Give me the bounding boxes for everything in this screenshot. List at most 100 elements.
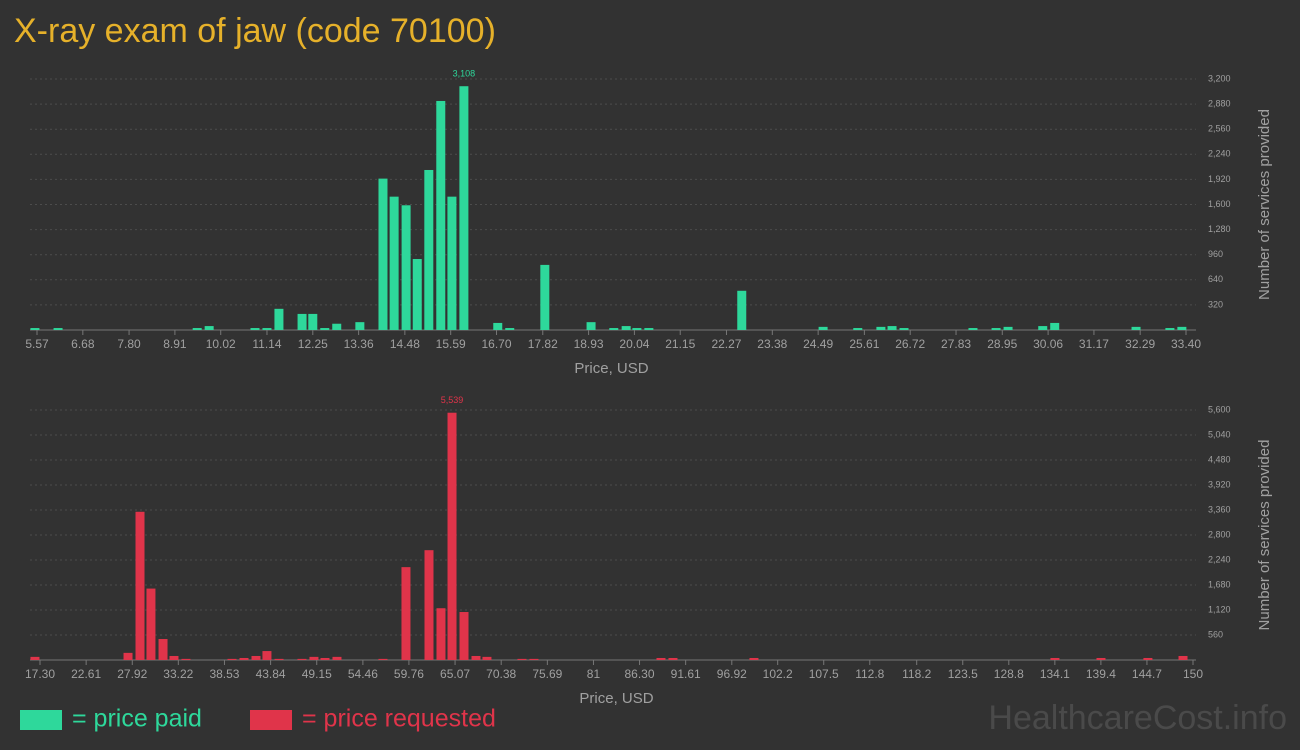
legend-label: = price paid xyxy=(72,705,202,733)
x-tick-label: 15.59 xyxy=(436,337,466,351)
x-tick-label: 20.04 xyxy=(619,337,649,351)
bar xyxy=(1165,328,1175,330)
x-axis-label: Price, USD xyxy=(574,360,648,377)
bar xyxy=(401,205,411,330)
x-tick-label: 54.46 xyxy=(348,667,378,681)
bar xyxy=(447,196,457,330)
y-tick-label: 1,600 xyxy=(1208,199,1231,209)
y-tick-label: 2,880 xyxy=(1208,98,1231,108)
x-tick-label: 22.61 xyxy=(71,667,101,681)
bar xyxy=(412,259,422,330)
bar xyxy=(899,328,909,330)
x-tick-label: 11.14 xyxy=(252,337,281,351)
bar xyxy=(436,608,446,660)
y-tick-label: 640 xyxy=(1208,274,1223,284)
bar xyxy=(309,656,319,660)
bar xyxy=(540,264,550,330)
legend-swatch xyxy=(20,710,62,730)
bar xyxy=(749,657,759,660)
x-tick-label: 86.30 xyxy=(625,667,655,681)
bar xyxy=(1178,655,1188,660)
y-axis-label: Number of services provided xyxy=(1256,440,1273,631)
x-tick-label: 17.82 xyxy=(528,337,558,351)
bar xyxy=(251,655,261,660)
bar xyxy=(389,196,399,330)
bar xyxy=(378,658,388,660)
x-tick-label: 27.92 xyxy=(117,667,147,681)
bar xyxy=(482,656,492,660)
bar xyxy=(644,328,654,330)
x-tick-label: 14.48 xyxy=(390,337,420,351)
legend-swatch xyxy=(250,710,292,730)
x-tick-label: 24.49 xyxy=(803,337,833,351)
bar xyxy=(262,328,272,330)
x-tick-label: 70.38 xyxy=(486,667,516,681)
bar xyxy=(632,328,642,330)
x-tick-label: 33.40 xyxy=(1171,337,1201,351)
bar xyxy=(424,169,434,330)
bar xyxy=(459,86,469,330)
bar xyxy=(968,328,978,330)
y-tick-label: 5,040 xyxy=(1208,429,1231,439)
y-tick-label: 320 xyxy=(1208,299,1223,309)
bar xyxy=(401,567,411,660)
x-tick-label: 107.5 xyxy=(809,667,839,681)
bar xyxy=(320,328,330,330)
x-tick-label: 25.61 xyxy=(849,337,879,351)
y-tick-label: 1,680 xyxy=(1208,579,1231,589)
x-tick-label: 118.2 xyxy=(902,667,931,681)
x-tick-label: 22.27 xyxy=(711,337,741,351)
bar xyxy=(332,323,342,330)
y-tick-label: 2,560 xyxy=(1208,124,1231,134)
bar xyxy=(1003,326,1013,330)
bar xyxy=(297,658,307,660)
y-tick-label: 2,240 xyxy=(1208,149,1231,159)
x-tick-label: 23.38 xyxy=(757,337,787,351)
bar xyxy=(493,322,503,330)
x-tick-label: 26.72 xyxy=(895,337,925,351)
x-tick-label: 128.8 xyxy=(994,667,1024,681)
y-tick-label: 2,800 xyxy=(1208,529,1231,539)
x-tick-label: 33.22 xyxy=(163,667,193,681)
bar xyxy=(239,657,249,660)
x-tick-label: 102.2 xyxy=(763,667,793,681)
x-axis-label: Price, USD xyxy=(579,690,653,707)
bar xyxy=(609,328,619,330)
x-tick-label: 96.92 xyxy=(717,667,747,681)
bar xyxy=(308,313,318,330)
bar xyxy=(135,511,145,660)
bar xyxy=(517,658,527,660)
x-tick-label: 112.8 xyxy=(855,667,884,681)
bar xyxy=(1143,657,1153,660)
bar xyxy=(991,328,1001,330)
bar xyxy=(853,328,863,330)
y-tick-label: 4,480 xyxy=(1208,454,1231,464)
bar xyxy=(123,652,133,660)
bar xyxy=(887,326,897,330)
bar xyxy=(158,639,168,660)
y-tick-label: 3,360 xyxy=(1208,504,1231,514)
bar xyxy=(250,328,260,330)
bar xyxy=(1050,657,1060,660)
x-tick-label: 81 xyxy=(587,667,601,681)
y-tick-label: 2,240 xyxy=(1208,554,1231,564)
bar xyxy=(332,656,342,660)
bar xyxy=(459,612,469,660)
bar xyxy=(471,655,481,660)
value-label: 3,108 xyxy=(453,69,476,79)
y-tick-label: 1,920 xyxy=(1208,174,1231,184)
bar xyxy=(30,656,40,660)
bar xyxy=(818,326,828,330)
bar xyxy=(737,290,747,330)
bar xyxy=(876,326,886,330)
value-label: 5,539 xyxy=(441,395,464,405)
y-tick-label: 1,280 xyxy=(1208,224,1231,234)
bar xyxy=(274,658,284,660)
bar xyxy=(262,651,272,660)
bar xyxy=(204,326,214,330)
x-tick-label: 12.25 xyxy=(298,337,328,351)
x-tick-label: 134.1 xyxy=(1040,667,1070,681)
bar xyxy=(355,322,365,330)
bar xyxy=(169,655,179,660)
x-tick-label: 7.80 xyxy=(117,337,141,351)
